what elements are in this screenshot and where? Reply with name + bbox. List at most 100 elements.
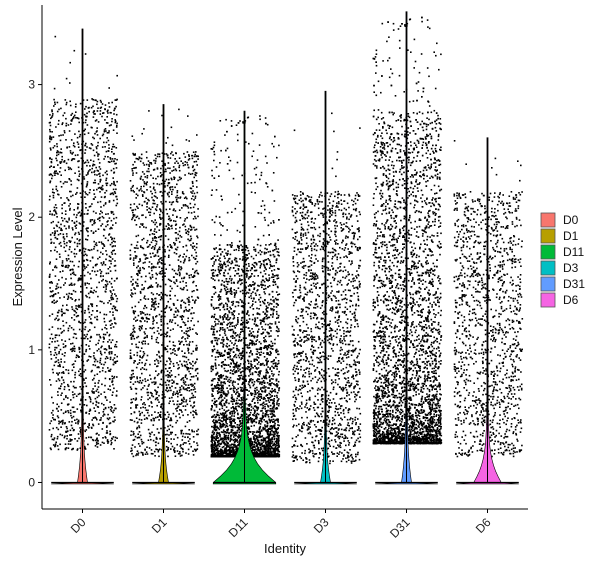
jitter-point	[247, 383, 250, 385]
jitter-point	[189, 224, 192, 227]
jitter-point	[231, 372, 234, 375]
jitter-point	[107, 418, 110, 421]
jitter-point	[180, 399, 183, 401]
jitter-point	[190, 396, 193, 399]
jitter-point	[77, 212, 80, 214]
jitter-point	[58, 334, 61, 337]
jitter-point	[191, 430, 194, 433]
jitter-point	[170, 225, 172, 227]
jitter-point	[89, 260, 92, 262]
jitter-point	[139, 292, 142, 294]
jitter-point	[108, 200, 111, 202]
jitter-point	[183, 309, 186, 312]
jitter-point	[256, 363, 259, 365]
jitter-point	[174, 248, 177, 250]
jitter-point	[196, 235, 198, 237]
jitter-point	[73, 429, 75, 431]
jitter-point	[277, 380, 280, 383]
jitter-point	[219, 419, 221, 421]
jitter-point	[97, 153, 99, 155]
jitter-point	[78, 260, 80, 263]
jitter-point	[98, 379, 100, 382]
jitter-point	[160, 315, 163, 317]
jitter-point	[131, 135, 134, 137]
jitter-point	[233, 398, 235, 401]
jitter-point	[109, 158, 112, 160]
jitter-point	[68, 421, 71, 423]
jitter-point	[82, 337, 85, 340]
jitter-point	[67, 309, 69, 312]
jitter-point	[146, 336, 148, 339]
jitter-point	[88, 355, 90, 358]
jitter-point	[66, 259, 68, 262]
jitter-point	[165, 374, 167, 377]
jitter-point	[144, 313, 147, 316]
jitter-point	[72, 415, 75, 418]
jitter-point	[145, 451, 148, 453]
jitter-point	[275, 310, 278, 313]
jitter-point	[238, 265, 240, 267]
jitter-point	[265, 425, 268, 428]
jitter-point	[188, 257, 190, 259]
jitter-point	[141, 341, 143, 344]
jitter-point	[159, 448, 161, 450]
jitter-point	[167, 374, 169, 376]
jitter-point	[68, 292, 70, 295]
jitter-point	[170, 203, 173, 206]
jitter-point	[80, 429, 82, 431]
jitter-point	[116, 437, 118, 439]
jitter-point	[165, 208, 168, 211]
jitter-point	[153, 186, 155, 189]
jitter-point	[176, 450, 179, 452]
jitter-point	[231, 304, 234, 306]
jitter-point	[79, 322, 82, 324]
jitter-point	[233, 385, 235, 388]
jitter-point	[189, 373, 192, 375]
jitter-point	[96, 388, 99, 391]
jitter-point	[111, 351, 113, 353]
jitter-point	[278, 403, 280, 405]
jitter-point	[73, 145, 76, 148]
jitter-point	[172, 344, 175, 347]
jitter-point	[97, 228, 100, 230]
jitter-point	[65, 139, 67, 141]
jitter-point	[55, 258, 58, 260]
jitter-point	[107, 406, 110, 409]
jitter-point	[210, 379, 213, 382]
jitter-point	[116, 390, 118, 392]
jitter-point	[109, 368, 112, 371]
jitter-point	[238, 336, 241, 339]
jitter-point	[277, 316, 280, 319]
jitter-point	[172, 209, 175, 212]
jitter-point	[55, 207, 58, 209]
jitter-point	[221, 265, 224, 267]
jitter-point	[71, 272, 74, 275]
jitter-point	[83, 176, 85, 178]
jitter-point	[87, 307, 90, 310]
jitter-point	[151, 286, 154, 288]
jitter-point	[52, 194, 55, 197]
jitter-point	[76, 141, 79, 143]
jitter-point	[139, 290, 142, 293]
jitter-point	[68, 178, 70, 180]
jitter-point	[154, 202, 156, 205]
jitter-point	[96, 169, 99, 172]
jitter-point	[65, 258, 68, 260]
jitter-point	[187, 348, 190, 350]
jitter-point	[187, 211, 190, 214]
jitter-point	[190, 229, 192, 231]
jitter-point	[178, 176, 181, 179]
jitter-point	[235, 403, 237, 405]
jitter-point	[266, 331, 268, 334]
jitter-point	[100, 196, 103, 198]
jitter-point	[102, 253, 104, 255]
jitter-point	[133, 411, 136, 413]
jitter-point	[113, 361, 116, 363]
jitter-point	[73, 158, 76, 160]
jitter-point	[189, 326, 191, 329]
jitter-point	[182, 355, 184, 358]
jitter-point	[173, 348, 175, 350]
jitter-point	[259, 301, 261, 303]
jitter-point	[109, 111, 112, 114]
jitter-point	[145, 151, 148, 153]
